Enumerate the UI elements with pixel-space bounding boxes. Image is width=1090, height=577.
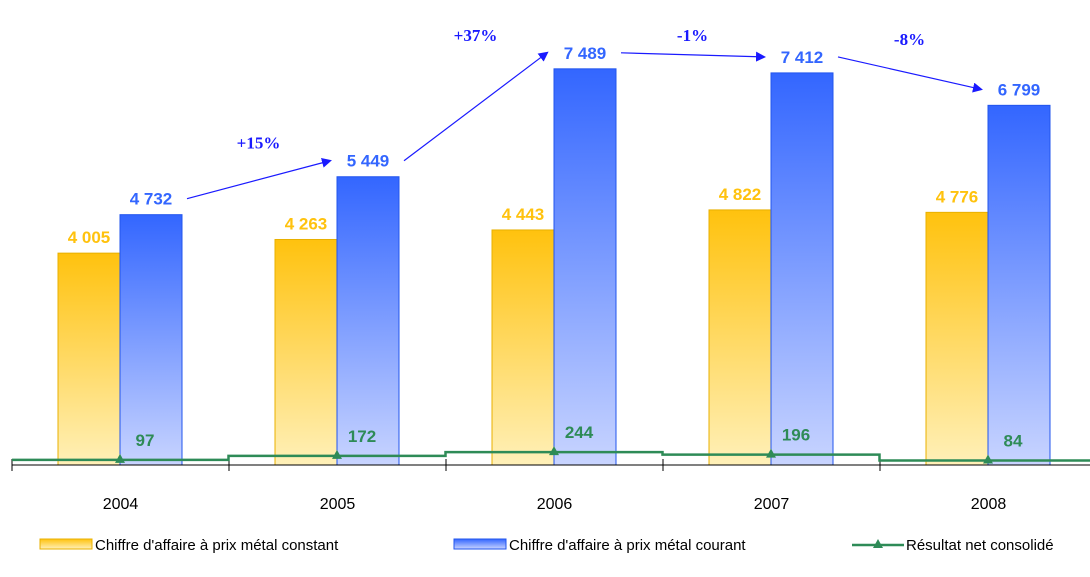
point-resultat-2004: [115, 453, 125, 463]
growth-label-2005-2006: +37%: [454, 26, 498, 45]
growth-label-2007-2008: -8%: [894, 30, 925, 49]
bar-courant-2004: [119, 214, 183, 466]
bar-courant-2008: [987, 104, 1051, 466]
label-constant-2008: 4 776: [936, 187, 979, 206]
x-tick-label-2008: 2008: [971, 496, 1007, 513]
point-resultat-2005: [332, 449, 342, 459]
label-constant-2004: 4 005: [68, 228, 111, 247]
label-courant-2007: 7 412: [781, 48, 824, 67]
label-resultat-2008: 84: [1004, 432, 1023, 451]
bar-constant-2008: [925, 211, 989, 466]
x-tick-label-2005: 2005: [320, 496, 356, 513]
label-courant-2004: 4 732: [130, 190, 173, 209]
legend-label-courant: Chiffre d'affaire à prix métal courant: [509, 537, 746, 554]
resultat-line-layer: [12, 446, 1090, 464]
growth-arrow-2004-2005: [186, 157, 332, 200]
x-axis: 2004 2005 2006 2007 2008: [11, 459, 1090, 513]
legend-swatch-constant: [39, 538, 93, 550]
legend-swatch-courant: [453, 538, 507, 550]
label-courant-2005: 5 449: [347, 152, 390, 171]
label-constant-2007: 4 822: [719, 185, 762, 204]
growth-label-2006-2007: -1%: [677, 26, 708, 45]
point-resultat-2008: [983, 454, 993, 464]
bars-layer: [57, 68, 1051, 466]
legend-marker-resultat: [873, 539, 883, 548]
x-tick-label-2007: 2007: [754, 496, 790, 513]
label-constant-2006: 4 443: [502, 205, 545, 224]
growth-arrow-2007-2008: [837, 56, 983, 93]
growth-label-2004-2005: +15%: [237, 134, 281, 153]
bar-courant-2006: [553, 68, 617, 466]
growth-arrow-2006-2007: [620, 51, 766, 62]
legend-label-constant: Chiffre d'affaire à prix métal constant: [95, 537, 339, 554]
label-courant-2008: 6 799: [998, 80, 1041, 99]
label-courant-2006: 7 489: [564, 44, 607, 63]
x-tick-label-2004: 2004: [103, 496, 139, 513]
legend: Chiffre d'affaire à prix métal constant C…: [39, 537, 1054, 554]
label-resultat-2007: 196: [782, 426, 810, 445]
bar-constant-2004: [57, 252, 121, 466]
bar-courant-2007: [770, 72, 834, 466]
label-resultat-2005: 172: [348, 427, 376, 446]
x-tick-label-2006: 2006: [537, 496, 573, 513]
data-labels-layer: 4 005 4 732 4 263 5 449 4 443 7 489 4 822 7 412…: [68, 44, 1041, 451]
point-resultat-2006: [549, 446, 559, 456]
bar-courant-2005: [336, 176, 400, 466]
growth-arrow-2005-2006: [403, 51, 549, 162]
bar-constant-2005: [274, 238, 338, 466]
bar-constant-2007: [708, 209, 772, 466]
bar-constant-2006: [491, 229, 555, 466]
point-resultat-2007: [766, 448, 776, 458]
label-constant-2005: 4 263: [285, 214, 328, 233]
label-resultat-2004: 97: [136, 431, 155, 450]
legend-label-resultat: Résultat net consolidé: [906, 537, 1054, 554]
label-resultat-2006: 244: [565, 423, 594, 442]
growth-arrows-layer: +15% +37% -1% -8%: [186, 26, 983, 200]
